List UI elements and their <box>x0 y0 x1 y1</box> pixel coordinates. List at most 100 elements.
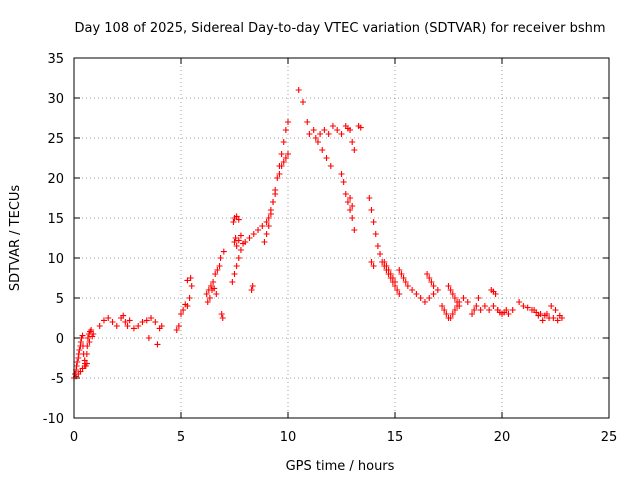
data-point <box>124 323 131 329</box>
data-point <box>441 307 448 313</box>
chart-title: Day 108 of 2025, Sidereal Day-to-day VTE… <box>74 21 605 36</box>
data-point <box>122 319 129 325</box>
data-point <box>77 368 84 375</box>
data-point <box>447 315 454 321</box>
data-point <box>216 263 223 269</box>
data-point <box>210 279 217 285</box>
data-point <box>554 317 561 324</box>
data-point <box>96 323 103 329</box>
data-point <box>230 219 237 225</box>
data-point <box>342 191 349 197</box>
data-point <box>231 271 238 277</box>
data-point <box>531 307 538 313</box>
data-point <box>387 271 394 277</box>
data-point <box>509 307 516 313</box>
axis-ticks: 0 5 10 15 20 25 -10 -5 0 5 10 15 20 25 30 35 <box>43 52 618 445</box>
data-point <box>282 155 289 161</box>
data-point <box>231 239 238 245</box>
data-point <box>237 247 244 253</box>
data-point <box>233 243 240 249</box>
data-point <box>449 291 456 297</box>
data-point <box>235 237 242 244</box>
data-point <box>100 317 107 324</box>
data-point <box>267 207 274 213</box>
data-point <box>473 303 480 309</box>
data-point <box>235 255 242 261</box>
data-point <box>263 231 270 237</box>
y-tick-label: 30 <box>47 92 64 107</box>
data-point <box>295 87 302 93</box>
data-point <box>242 239 249 245</box>
data-point <box>249 283 256 289</box>
data-point <box>486 307 493 313</box>
data-point <box>180 307 187 313</box>
data-point <box>306 131 313 137</box>
data-point <box>79 332 86 339</box>
data-point <box>325 131 332 137</box>
data-point <box>400 275 407 281</box>
x-tick-label: 5 <box>177 430 185 445</box>
data-point <box>113 323 120 329</box>
data-point <box>543 311 550 317</box>
y-tick-label: 0 <box>56 332 64 347</box>
data-point <box>357 124 364 131</box>
data-point <box>233 263 240 269</box>
data-point <box>392 279 398 285</box>
data-point <box>492 291 499 297</box>
y-tick-label: 10 <box>47 252 64 267</box>
y-tick-label: -5 <box>51 372 64 387</box>
data-point <box>368 207 375 213</box>
data-point <box>426 295 433 301</box>
data-point <box>445 283 452 289</box>
data-point <box>265 223 272 229</box>
y-tick-label: 35 <box>47 52 64 67</box>
data-point <box>213 291 220 297</box>
data-point <box>143 317 150 324</box>
data-point <box>259 223 266 229</box>
data-point <box>120 312 127 319</box>
data-point <box>218 311 225 317</box>
data-point <box>347 207 354 213</box>
x-tick-label: 25 <box>601 430 618 445</box>
data-point <box>212 271 219 277</box>
data-point <box>481 303 488 309</box>
data-point <box>424 271 431 277</box>
data-point <box>535 312 542 319</box>
x-tick-label: 10 <box>280 430 297 445</box>
data-point <box>351 227 358 233</box>
data-point <box>310 127 317 133</box>
data-point <box>327 163 334 169</box>
data-point <box>454 299 461 305</box>
data-point <box>90 331 97 337</box>
x-axis-label: GPS time / hours <box>286 459 395 474</box>
data-point <box>402 279 409 285</box>
data-point <box>280 139 287 145</box>
data-point <box>84 335 91 341</box>
y-tick-label: 15 <box>47 212 64 227</box>
data-point <box>204 299 211 305</box>
data-point <box>175 323 182 329</box>
data-point <box>385 267 392 273</box>
data-point <box>148 315 155 321</box>
data-point <box>550 315 557 321</box>
data-point <box>552 307 559 313</box>
data-point <box>370 219 377 225</box>
data-point <box>477 307 484 313</box>
data-point <box>503 307 510 313</box>
data-point <box>233 213 240 220</box>
y-tick-label: -10 <box>43 412 64 427</box>
data-point <box>404 283 411 289</box>
data-point <box>73 363 80 369</box>
data-point <box>206 295 213 301</box>
data-point <box>274 175 281 181</box>
data-point <box>217 255 224 261</box>
data-point <box>329 123 336 129</box>
data-point <box>304 119 311 125</box>
data-point <box>285 151 291 157</box>
data-point <box>83 351 90 357</box>
data-point <box>83 360 90 367</box>
data-point <box>520 303 527 309</box>
data-point <box>272 191 279 197</box>
data-point <box>338 131 345 137</box>
